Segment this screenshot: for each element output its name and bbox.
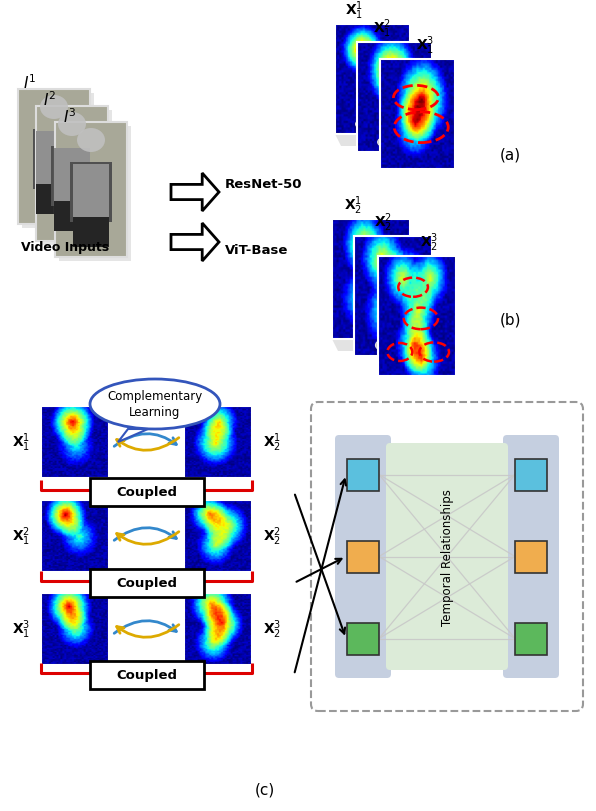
Text: Coupled: Coupled [116,577,177,590]
Bar [18,90,90,225]
Ellipse shape [58,113,86,137]
Bar [73,217,109,247]
Bar [73,165,109,220]
Text: Complementary: Complementary [107,390,203,403]
Ellipse shape [90,380,220,430]
Ellipse shape [40,96,68,120]
FancyBboxPatch shape [335,436,391,678]
Text: $\mathbf{X}_2^3$: $\mathbf{X}_2^3$ [420,231,438,254]
Text: $\mathbf{X}_2^1$: $\mathbf{X}_2^1$ [263,431,281,453]
Text: $\mathbf{X}_1^3$: $\mathbf{X}_1^3$ [417,34,434,57]
Bar [55,122,127,258]
FancyBboxPatch shape [386,444,508,670]
Bar [36,185,72,215]
FancyBboxPatch shape [347,541,379,573]
Text: $\mathbf{X}_2^2$: $\mathbf{X}_2^2$ [263,525,281,547]
Text: $I^3$: $I^3$ [63,108,77,127]
FancyBboxPatch shape [515,541,547,573]
Text: Temporal Relationships: Temporal Relationships [440,488,454,625]
FancyBboxPatch shape [347,459,379,491]
FancyBboxPatch shape [503,436,559,678]
Bar [54,202,90,232]
Polygon shape [335,135,428,147]
FancyBboxPatch shape [89,478,203,506]
Text: $\mathbf{X}_2^3$: $\mathbf{X}_2^3$ [263,618,281,641]
Bar [70,163,112,223]
FancyBboxPatch shape [311,402,583,711]
Text: $\mathbf{X}_1^1$: $\mathbf{X}_1^1$ [12,431,30,453]
FancyBboxPatch shape [89,661,203,689]
Text: Learning: Learning [129,406,181,419]
FancyBboxPatch shape [515,459,547,491]
Text: Coupled: Coupled [116,486,177,499]
Polygon shape [332,340,428,351]
FancyBboxPatch shape [89,569,203,597]
Bar [33,130,75,190]
Text: (b): (b) [500,312,522,327]
Text: (c): (c) [255,782,275,796]
Polygon shape [171,174,219,212]
Text: Video Inputs: Video Inputs [21,241,109,254]
Text: (a): (a) [500,148,521,162]
Bar [59,127,131,262]
FancyBboxPatch shape [347,623,379,654]
Bar [40,111,112,246]
Text: ViT-Base: ViT-Base [225,243,288,256]
Text: $I^1$: $I^1$ [23,74,37,92]
Bar [36,132,72,187]
Polygon shape [118,430,148,443]
Bar [51,147,93,207]
Ellipse shape [77,129,105,152]
Text: $\mathbf{X}_2^2$: $\mathbf{X}_2^2$ [374,211,392,234]
Polygon shape [171,224,219,262]
Text: Coupled: Coupled [116,669,177,682]
Text: $\mathbf{X}_1^3$: $\mathbf{X}_1^3$ [12,618,30,641]
Text: $I^2$: $I^2$ [44,91,57,109]
Text: ResNet-50: ResNet-50 [225,178,303,191]
FancyBboxPatch shape [515,623,547,654]
Text: $\mathbf{X}_1^1$: $\mathbf{X}_1^1$ [346,0,364,22]
Bar [22,94,94,229]
Bar [36,107,108,242]
Text: $\mathbf{X}_1^2$: $\mathbf{X}_1^2$ [12,525,30,547]
Text: $\mathbf{X}_1^2$: $\mathbf{X}_1^2$ [374,17,392,40]
Bar [54,148,90,204]
Text: $\mathbf{X}_2^1$: $\mathbf{X}_2^1$ [344,194,362,217]
